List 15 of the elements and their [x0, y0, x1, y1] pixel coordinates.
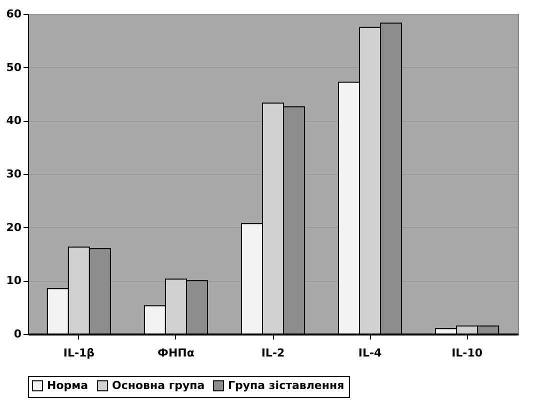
x-tick-label: IL-10 [452, 346, 483, 360]
x-tick-label: IL-2 [261, 346, 285, 360]
y-tick-label: 30 [6, 168, 22, 180]
y-tick-label: 40 [6, 114, 22, 128]
y-tick-label: 10 [6, 274, 22, 288]
legend-label: Норма [47, 378, 88, 392]
x-tick-label: IL-1β [63, 346, 95, 360]
y-tick-label: 50 [6, 60, 22, 74]
y-tick-label: 60 [6, 8, 22, 20]
x-tick-label: ФНПα [158, 346, 195, 360]
y-tick-label: 20 [6, 220, 22, 234]
legend-label: Група зіставлення [228, 378, 344, 392]
x-tick-label: IL-4 [358, 346, 382, 360]
y-tick-label: 0 [14, 328, 22, 340]
legend-label: Основна група [112, 378, 205, 392]
